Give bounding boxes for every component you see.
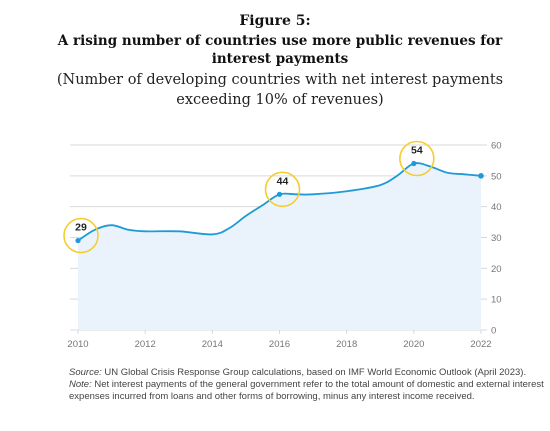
data-label: 44 — [277, 175, 289, 187]
x-axis-ticks: 2010 2012 2014 2016 2018 2020 2022 — [67, 330, 492, 350]
annotations: 29 44 54 — [63, 140, 484, 254]
x-tick-label: 2022 — [470, 339, 491, 350]
area-fill — [78, 163, 481, 330]
chart-title: A rising number of countries use more pu… — [57, 33, 503, 67]
data-point — [411, 160, 417, 167]
chart-notes: Source: UN Global Crisis Response Group … — [69, 367, 544, 403]
chart-subtitle: (Number of developing countries with net… — [56, 72, 504, 108]
x-tick-label: 2018 — [336, 339, 357, 350]
data-point — [75, 237, 81, 244]
source-note: Source: UN Global Crisis Response Group … — [69, 367, 544, 379]
data-point — [276, 191, 283, 197]
y-axis-ticks: 0 10 20 30 40 50 60 — [491, 141, 502, 337]
highlight-circle — [399, 140, 435, 177]
y-tick-label: 0 — [491, 326, 496, 337]
y-tick-label: 50 — [491, 171, 502, 182]
x-tick-label: 2016 — [269, 339, 290, 350]
endpoint-marker — [478, 173, 484, 179]
y-tick-label: 30 — [491, 233, 502, 244]
note-text: Net interest payments of the general gov… — [69, 379, 544, 402]
x-tick-label: 2014 — [202, 339, 223, 350]
highlight-circle — [264, 171, 301, 208]
x-tick-label: 2010 — [67, 339, 88, 350]
y-tick-label: 20 — [491, 264, 502, 275]
data-label: 29 — [75, 222, 87, 234]
highlight-circle — [63, 217, 99, 254]
x-tick-label: 2012 — [135, 339, 156, 350]
x-tick-label: 2020 — [403, 339, 424, 350]
y-tick-label: 10 — [491, 295, 502, 306]
source-label: Source: — [69, 367, 102, 378]
note-label: Note: — [69, 379, 92, 390]
figure-label: Figure 5: — [239, 13, 311, 29]
source-text: UN Global Crisis Response Group calculat… — [101, 367, 527, 378]
y-tick-label: 40 — [491, 202, 502, 213]
definition-note: Note: Net interest payments of the gener… — [69, 379, 544, 403]
y-tick-label: 60 — [491, 141, 502, 152]
data-label: 54 — [411, 145, 423, 157]
